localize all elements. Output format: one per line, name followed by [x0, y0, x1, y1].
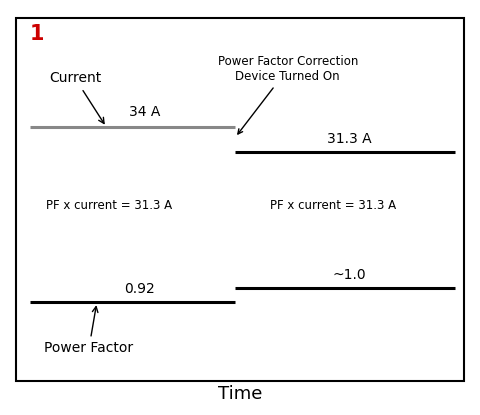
FancyBboxPatch shape [16, 18, 464, 381]
Text: PF x current = 31.3 A: PF x current = 31.3 A [46, 199, 172, 212]
Text: Power Factor Correction
Device Turned On: Power Factor Correction Device Turned On [217, 55, 358, 134]
Text: 1: 1 [30, 24, 45, 44]
Text: PF x current = 31.3 A: PF x current = 31.3 A [270, 199, 396, 212]
Text: ~1.0: ~1.0 [333, 268, 367, 282]
Text: 31.3 A: 31.3 A [327, 132, 372, 146]
Text: 34 A: 34 A [129, 105, 160, 119]
Text: Power Factor: Power Factor [44, 307, 133, 356]
Text: Current: Current [49, 71, 104, 124]
Text: Time: Time [218, 385, 262, 403]
Text: 0.92: 0.92 [124, 282, 155, 296]
